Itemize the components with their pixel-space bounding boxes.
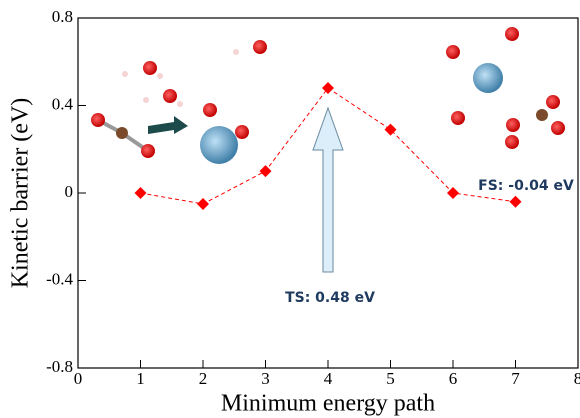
y-tick-label: -0.4 [46, 269, 73, 288]
x-tick-label: 3 [261, 369, 270, 388]
data-point [322, 82, 334, 94]
x-tick-label: 7 [511, 369, 520, 388]
data-point [510, 196, 522, 208]
chart: Kinetic barrier (eV) Minimum energy path… [0, 0, 580, 418]
y-tick-label: 0.8 [52, 7, 73, 26]
data-point [135, 187, 147, 199]
x-tick-label: 2 [199, 369, 208, 388]
data-point [447, 187, 459, 199]
ts-arrow [313, 108, 343, 272]
y-axis-label: Kinetic barrier (eV) [8, 98, 34, 289]
data-point [197, 198, 209, 210]
x-tick-label: 8 [574, 369, 580, 388]
y-tick-label: -0.8 [46, 357, 73, 376]
y-tick-label: 0.4 [52, 94, 74, 113]
y-tick-label: 0 [65, 182, 74, 201]
x-tick-label: 1 [136, 369, 145, 388]
data-point [260, 165, 272, 177]
x-tick-label: 6 [449, 369, 458, 388]
x-tick-label: 0 [74, 369, 83, 388]
data-point [385, 124, 397, 136]
annotation: TS: 0.48 eV [285, 290, 375, 306]
x-tick-label: 5 [386, 369, 395, 388]
annotation: FS: -0.04 eV [478, 178, 574, 194]
x-tick-label: 4 [324, 369, 333, 388]
x-axis-label: Minimum energy path [221, 391, 435, 417]
